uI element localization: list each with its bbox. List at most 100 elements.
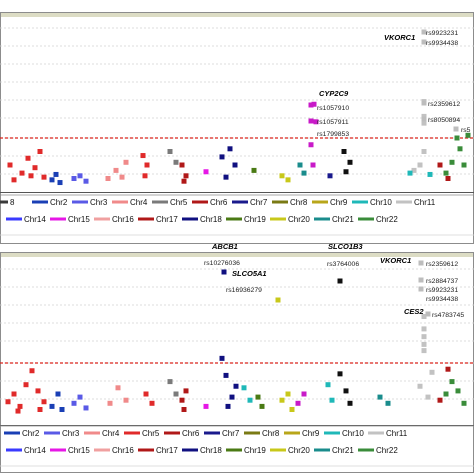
bottom-data-point (429, 369, 435, 375)
top-legend-label: Chr9 (330, 198, 348, 207)
bottom-data-point (15, 408, 21, 414)
bottom-data-point (421, 314, 427, 319)
top-data-point (223, 174, 229, 180)
bottom-data-point (107, 400, 113, 406)
top-data-point (347, 159, 353, 165)
top-data-point (19, 170, 25, 176)
bottom-legend-label: Chr21 (332, 446, 354, 455)
top-panel-frame (0, 12, 474, 244)
bottom-legend-label: Chr18 (200, 446, 222, 455)
top-data-point (427, 171, 433, 177)
bottom-data-point (23, 382, 29, 388)
bottom-data-point (301, 391, 307, 397)
bottom-data-point (241, 385, 247, 391)
top-legend-label: Chr16 (112, 215, 134, 224)
top-data-point (11, 177, 17, 183)
top-data-point (181, 178, 187, 184)
top-data-point (167, 149, 173, 154)
top-data-point (341, 149, 347, 154)
bottom-data-point (71, 400, 77, 406)
bottom-data-point (143, 391, 149, 397)
top-data-point (251, 167, 257, 173)
top-data-point (49, 177, 55, 183)
bottom-legend-label: Chr19 (244, 446, 266, 455)
bottom-data-point (337, 371, 343, 377)
top-legend-label: Chr10 (370, 198, 392, 207)
top-snp-label: rs1057910 (317, 105, 349, 112)
bottom-data-point (219, 355, 225, 361)
bottom-legend-label: Chr6 (182, 429, 200, 438)
top-data-point (310, 162, 316, 168)
bottom-gene-label: CES2 (404, 307, 424, 316)
top-snp-label: rs9934438 (426, 40, 458, 47)
bottom-data-point (59, 407, 65, 412)
top-data-point (71, 176, 77, 181)
bottom-data-point (421, 334, 427, 340)
bottom-data-point (449, 379, 455, 385)
top-data-point (445, 176, 451, 181)
bottom-annotation-marker (418, 286, 424, 292)
top-legend-label: Chr18 (200, 215, 222, 224)
bottom-data-point (123, 397, 129, 403)
bottom-gene-label: SLCO5A1 (232, 269, 267, 278)
bottom-snp-label: rs4783745 (432, 312, 464, 319)
bottom-data-point (181, 407, 187, 412)
bottom-snp-label: rs2359612 (426, 261, 458, 268)
bottom-data-point (425, 394, 431, 400)
bottom-snp-label: rs2884737 (426, 278, 458, 285)
top-data-point (417, 162, 423, 168)
bottom-data-point (343, 388, 349, 394)
top-data-point (123, 159, 129, 165)
top-legend-label: Chr20 (288, 215, 310, 224)
bottom-data-point (247, 397, 253, 403)
top-data-point (41, 174, 47, 180)
top-panel-top-bar (1, 13, 473, 17)
top-data-point (227, 146, 233, 152)
top-snp-label: rs9923231 (426, 30, 458, 37)
bottom-data-point (149, 400, 155, 406)
bottom-legend-label: Chr20 (288, 446, 310, 455)
top-data-point (140, 153, 146, 159)
bottom-data-point (289, 407, 295, 412)
bottom-legend-label: Chr16 (112, 446, 134, 455)
bottom-data-point (325, 382, 331, 388)
bottom-gene-label: SLCO1B3 (328, 242, 363, 251)
bottom-legend-label: Chr14 (24, 446, 46, 455)
top-data-point (465, 132, 471, 138)
bottom-data-point (421, 348, 427, 354)
bottom-annotation-marker (418, 260, 424, 266)
top-annotation-marker (421, 100, 427, 106)
bottom-data-point (443, 391, 449, 397)
bottom-legend-label: Chr10 (342, 429, 364, 438)
top-data-point (119, 174, 125, 180)
bottom-snp-label: rs9923231 (426, 287, 458, 294)
top-data-point (203, 169, 209, 175)
bottom-legend-label: Chr2 (22, 429, 40, 438)
bottom-data-point (49, 403, 55, 409)
bottom-data-point (35, 388, 41, 394)
bottom-data-point (437, 397, 443, 403)
bottom-data-point (445, 366, 451, 372)
top-data-point (407, 170, 413, 176)
bottom-legend-label: Chr3 (62, 429, 80, 438)
bottom-data-point (183, 388, 189, 394)
top-snp-label: rs1799853 (317, 131, 349, 138)
bottom-data-point (37, 407, 43, 412)
top-data-point (301, 170, 307, 176)
top-annotation-marker (308, 102, 314, 108)
bottom-data-point (173, 391, 179, 397)
top-data-point (173, 159, 179, 165)
top-data-point (279, 173, 285, 179)
top-data-point (179, 162, 185, 168)
bottom-legend-label: Chr8 (262, 429, 280, 438)
bottom-data-point (279, 397, 285, 403)
top-legend-label: Chr3 (90, 198, 108, 207)
top-data-point (32, 165, 38, 171)
top-data-point (443, 170, 449, 176)
bottom-legend-label: Chr4 (102, 429, 120, 438)
top-data-point (285, 177, 291, 183)
top-data-point (105, 176, 111, 181)
top-legend-label: Chr22 (376, 215, 398, 224)
bottom-data-point (385, 400, 391, 406)
